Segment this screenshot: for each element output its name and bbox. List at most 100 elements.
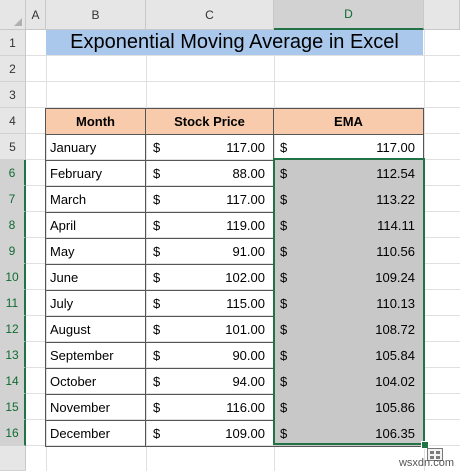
currency-symbol: $ [280,347,288,363]
row-header-6[interactable]: 6 [0,160,26,186]
row-header-12[interactable]: 12 [0,316,26,342]
ema-cell[interactable]: $104.02 [273,368,424,395]
row-header-13[interactable]: 13 [0,342,26,368]
month-cell[interactable]: February [45,160,146,187]
month-cell[interactable]: September [45,342,146,369]
stock-price-cell[interactable]: $88.00 [145,160,274,187]
ema-value: 110.56 [376,243,415,259]
month-cell[interactable]: December [45,420,146,447]
row-header-15[interactable]: 15 [0,394,26,420]
stock-price-cell[interactable]: $115.00 [145,290,274,317]
gridline [26,185,460,186]
stock-price-value: 91.00 [232,243,265,259]
ema-cell[interactable]: $114.11 [273,212,424,239]
row-header-16[interactable]: 16 [0,420,26,446]
ema-cell[interactable]: $108.72 [273,316,424,343]
month-cell[interactable]: November [45,394,146,421]
row-header-7[interactable]: 7 [0,186,26,212]
stock-price-value: 119.00 [226,217,265,233]
stock-price-value: 90.00 [232,347,265,363]
ema-cell[interactable]: $112.54 [273,160,424,187]
stock-price-cell[interactable]: $116.00 [145,394,274,421]
stock-price-cell[interactable]: $117.00 [145,186,274,213]
month-cell[interactable]: June [45,264,146,291]
month-cell[interactable]: March [45,186,146,213]
stock-price-cell[interactable]: $117.00 [145,134,274,161]
currency-symbol: $ [153,347,161,363]
gridline [146,30,147,471]
currency-symbol: $ [153,217,161,233]
stock-price-cell[interactable]: $91.00 [145,238,274,265]
row-header-11[interactable]: 11 [0,290,26,316]
currency-symbol: $ [153,139,161,155]
column-header-next[interactable] [424,0,460,30]
currency-symbol: $ [153,243,161,259]
stock-price-value: 115.00 [226,295,265,311]
month-cell[interactable]: August [45,316,146,343]
ema-cell[interactable]: $110.56 [273,238,424,265]
row-header-10[interactable]: 10 [0,264,26,290]
stock-price-cell[interactable]: $119.00 [145,212,274,239]
ema-cell[interactable]: $106.35 [273,420,424,447]
ema-cell[interactable]: $113.22 [273,186,424,213]
stock-price-cell[interactable]: $94.00 [145,368,274,395]
stock-price-cell[interactable]: $102.00 [145,264,274,291]
row-header-5[interactable]: 5 [0,134,26,160]
row-header-9[interactable]: 9 [0,238,26,264]
gridline [26,107,460,108]
column-header-a[interactable]: A [26,0,46,30]
currency-symbol: $ [153,373,161,389]
ema-value: 105.84 [375,347,415,363]
row-header-next[interactable] [0,446,26,471]
quick-analysis-icon[interactable] [427,448,443,461]
sheet-title[interactable]: Exponential Moving Average in Excel [46,30,423,55]
stock-price-value: 109.00 [225,425,265,441]
ema-cell[interactable]: $105.84 [273,342,424,369]
currency-symbol: $ [153,321,161,337]
row-header-3[interactable]: 3 [0,82,26,108]
row-header-4[interactable]: 4 [0,108,26,134]
ema-value: 106.35 [375,425,415,441]
gridline [26,419,460,420]
gridline [26,367,460,368]
stock-price-cell[interactable]: $90.00 [145,342,274,369]
ema-value: 104.02 [375,373,415,389]
ema-cell[interactable]: $109.24 [273,264,424,291]
header-month[interactable]: Month [45,108,146,135]
header-ema[interactable]: EMA [273,108,424,135]
fill-handle[interactable] [421,441,429,449]
month-cell[interactable]: July [45,290,146,317]
month-cell[interactable]: October [45,368,146,395]
ema-cell[interactable]: $117.00 [273,134,424,161]
ema-value: 117.00 [376,139,415,155]
column-header-b[interactable]: B [46,0,146,30]
currency-symbol: $ [280,165,288,181]
currency-symbol: $ [153,295,161,311]
stock-price-value: 117.00 [226,191,265,207]
stock-price-cell[interactable]: $101.00 [145,316,274,343]
currency-symbol: $ [153,165,161,181]
month-cell[interactable]: January [45,134,146,161]
stock-price-value: 116.00 [226,399,265,415]
ema-cell[interactable]: $105.86 [273,394,424,421]
column-header-c[interactable]: C [146,0,274,30]
currency-symbol: $ [280,139,288,155]
column-header-d[interactable]: D [274,0,424,30]
gridline [26,263,460,264]
month-cell[interactable]: April [45,212,146,239]
row-header-1[interactable]: 1 [0,30,26,56]
month-cell[interactable]: May [45,238,146,265]
gridline [26,315,460,316]
row-header-14[interactable]: 14 [0,368,26,394]
gridline [26,445,460,446]
stock-price-value: 88.00 [232,165,265,181]
select-all-corner[interactable] [0,0,26,30]
row-header-8[interactable]: 8 [0,212,26,238]
header-stock-price[interactable]: Stock Price [145,108,274,135]
ema-cell[interactable]: $110.13 [273,290,424,317]
stock-price-cell[interactable]: $109.00 [145,420,274,447]
currency-symbol: $ [280,425,288,441]
ema-value: 113.22 [376,191,415,207]
row-header-2[interactable]: 2 [0,56,26,82]
